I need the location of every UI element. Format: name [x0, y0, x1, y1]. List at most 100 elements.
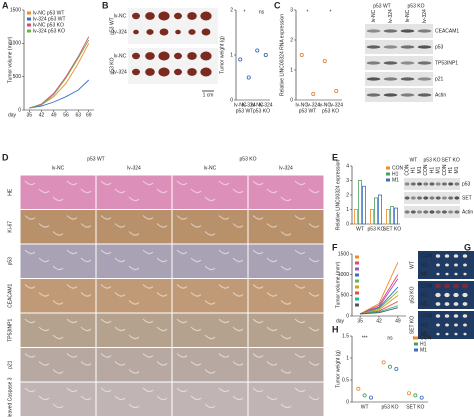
tumor — [454, 263, 458, 267]
tumor — [445, 332, 449, 336]
tumor — [435, 302, 441, 306]
legend-label: lv-NC p53 WT — [33, 10, 64, 16]
blot-band — [417, 77, 432, 81]
y-tick-label: 1 — [346, 355, 349, 361]
row-label: TP53INP1 — [7, 319, 13, 342]
tumor — [463, 263, 467, 267]
tissue-texture — [280, 334, 292, 340]
tissue-texture — [128, 369, 140, 374]
blot-band — [366, 93, 381, 97]
tumor — [436, 263, 440, 267]
series-line — [29, 79, 90, 109]
tumor — [132, 68, 140, 76]
row-label: H1 — [421, 292, 428, 298]
blot-lane: M1 — [417, 166, 423, 173]
ihc-image — [96, 348, 172, 382]
blot-band — [400, 45, 415, 49]
blot-band — [383, 93, 398, 97]
tissue-texture — [218, 353, 230, 358]
bar — [361, 185, 366, 225]
dot — [334, 89, 339, 94]
blot-strip — [365, 24, 433, 38]
tissue-texture — [280, 403, 292, 409]
tissue-texture — [294, 318, 306, 324]
legend-swatch — [27, 17, 31, 21]
annotation: * — [330, 9, 332, 15]
tumor — [188, 29, 196, 35]
tissue-texture — [266, 257, 278, 263]
group-label: SET KO — [409, 316, 415, 334]
blot-band — [417, 196, 423, 200]
dot — [368, 395, 373, 400]
tissue-texture — [252, 249, 264, 255]
y-tick-label: 1500 — [10, 7, 21, 13]
y-tick-label: 0 — [290, 97, 293, 103]
tissue-texture — [38, 188, 50, 194]
tissue-texture — [114, 188, 126, 194]
y-tick-label: 1 — [346, 207, 349, 213]
tumor — [462, 254, 468, 258]
tissue-texture — [52, 231, 64, 236]
row-label: CEACAM1 — [7, 283, 13, 307]
y-axis-label: Tumor volume (mm³) — [335, 261, 341, 308]
dot — [419, 395, 424, 400]
tissue-texture — [38, 223, 50, 228]
tissue-texture — [66, 180, 78, 186]
x-tick-label: SET KO — [406, 404, 424, 410]
blot-row-label: p53 — [435, 44, 444, 50]
tumor — [463, 323, 467, 327]
tissue-texture — [280, 196, 292, 202]
blot-band — [441, 210, 447, 214]
tumor — [454, 272, 458, 276]
panel-label: H — [332, 324, 339, 334]
group-label: p53 KO — [409, 286, 415, 303]
row-label: CON — [421, 253, 433, 259]
tissue-texture — [266, 188, 278, 194]
tissue-texture — [80, 361, 92, 366]
dot — [413, 393, 418, 398]
tumor — [435, 314, 441, 318]
tissue-texture — [100, 284, 112, 289]
blot-lane: lv-324 — [422, 9, 428, 23]
legend-swatch — [355, 267, 359, 271]
tumor — [462, 292, 468, 298]
ihc-image — [172, 382, 248, 416]
lane-label: lv-NC — [114, 53, 127, 59]
annotation: *** — [362, 335, 368, 341]
legend-label: H1 — [392, 171, 399, 177]
ihc-image — [248, 210, 324, 244]
ihc-image — [20, 210, 96, 244]
tissue-texture — [128, 196, 140, 202]
row-label: Cleaved Caspase 3 — [7, 377, 13, 417]
tissue-texture — [232, 257, 244, 263]
tissue-texture — [114, 326, 126, 332]
tissue-texture — [176, 284, 188, 289]
blot-band — [417, 45, 432, 49]
tumor — [146, 29, 154, 35]
tissue-texture — [80, 223, 92, 228]
ihc-image — [20, 175, 96, 209]
tissue-texture — [190, 188, 202, 194]
tissue-texture — [38, 326, 50, 332]
x-tick-label: lv-324 — [242, 102, 256, 108]
tissue-texture — [80, 292, 92, 297]
group-label: p53 WT — [236, 108, 254, 114]
tissue-texture — [266, 395, 278, 401]
axis — [235, 10, 270, 101]
x-axis-label: day — [336, 318, 345, 324]
blot-lane: lv-324 — [388, 9, 394, 23]
tissue-texture — [128, 334, 140, 340]
axis — [351, 166, 400, 225]
tissue-texture — [52, 300, 64, 305]
tissue-texture — [52, 403, 64, 409]
tumor — [454, 323, 458, 327]
bar — [389, 206, 394, 225]
tissue-texture — [294, 353, 306, 358]
blot-band — [410, 196, 416, 200]
tumor — [200, 51, 212, 61]
tumor — [462, 302, 468, 306]
dot — [255, 48, 260, 53]
tissue-texture — [204, 231, 216, 236]
blot-row-label: CEACAM1 — [435, 28, 459, 34]
